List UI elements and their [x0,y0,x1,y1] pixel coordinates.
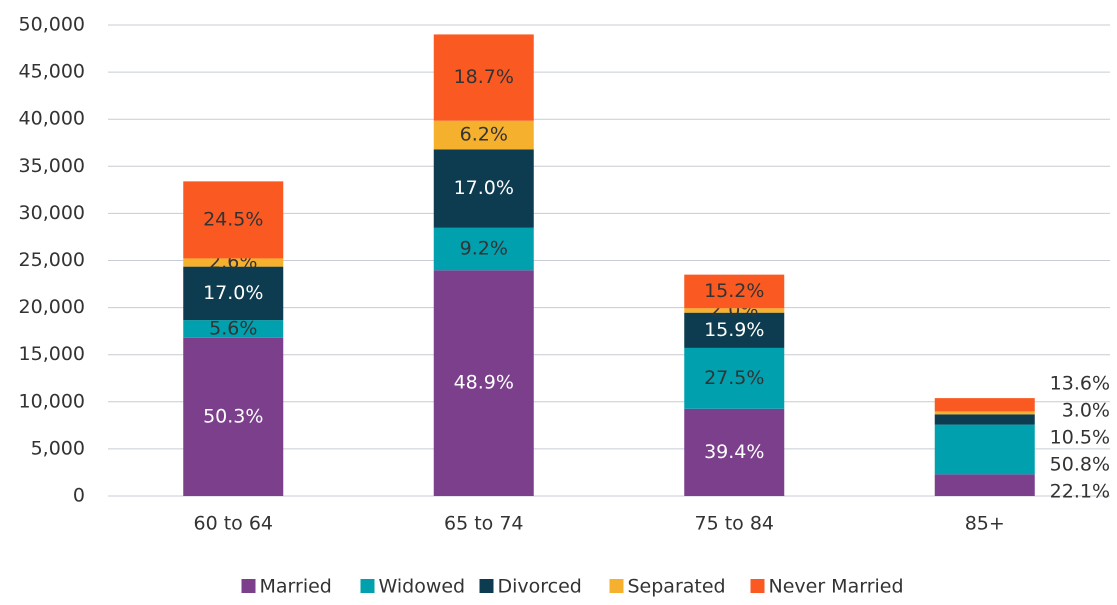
bar-segment [433,227,534,271]
legend-label: Widowed [379,576,466,598]
legend-swatch [360,579,375,593]
data-label: 9.2% [460,238,508,260]
data-label: 27.5% [704,367,764,389]
x-tick-label: 85+ [965,513,1005,535]
y-tick-label: 50,000 [19,14,85,36]
bar-segment [684,347,785,409]
x-tick-label: 75 to 84 [694,513,774,535]
bar-segment [684,274,785,309]
y-tick-label: 5,000 [31,437,85,459]
legend-swatch [241,579,256,593]
y-tick-label: 15,000 [19,343,85,365]
y-tick-label: 10,000 [19,390,85,412]
y-tick-label: 0 [73,485,85,507]
x-tick-label: 65 to 74 [444,513,524,535]
y-tick-label: 45,000 [19,61,85,83]
legend-swatch [479,579,494,593]
data-label: 50.8% [1050,454,1110,476]
legend-swatch [750,579,765,593]
data-label: 17.0% [203,282,263,304]
legend-swatch [609,579,624,593]
bar-segment [684,408,785,496]
legend-label: Divorced [498,576,582,598]
bar-segment [183,337,284,496]
bar-segment [934,398,1035,412]
bar-segment [433,120,534,150]
bar-segment [684,312,785,348]
bar-segment [934,414,1035,425]
y-tick-label: 20,000 [19,296,85,318]
bar-segment [433,149,534,228]
y-tick-label: 25,000 [19,249,85,271]
y-tick-label: 35,000 [19,155,85,177]
y-tick-label: 30,000 [19,202,85,224]
data-label: 15.2% [704,280,764,302]
data-label: 22.1% [1050,481,1110,503]
bar-segment [684,308,785,313]
data-label: 50.3% [203,405,263,427]
bar-segment [433,270,534,496]
bar-segment [433,34,534,121]
x-tick-label: 60 to 64 [193,513,273,535]
data-label: 18.7% [454,66,514,88]
data-label: 10.5% [1050,427,1110,449]
data-label: 13.6% [1050,373,1110,395]
bar-segment [183,320,284,338]
data-label: 5.6% [209,317,257,339]
bar-segment [183,266,284,321]
data-label: 39.4% [704,441,764,463]
bar-segment [183,181,284,259]
data-label: 6.2% [460,124,508,146]
bar-segment [934,424,1035,475]
bar-segment [183,258,284,267]
bar-segment [934,411,1035,415]
legend-label: Never Married [769,576,904,598]
legend-label: Separated [628,576,726,598]
bar-segment [934,474,1035,496]
data-label: 3.0% [1062,400,1110,422]
y-tick-label: 40,000 [19,108,85,130]
legend-label: Married [260,576,332,598]
data-label: 48.9% [454,372,514,394]
data-label: 17.0% [454,177,514,199]
data-label: 24.5% [203,208,263,230]
data-label: 15.9% [704,319,764,341]
